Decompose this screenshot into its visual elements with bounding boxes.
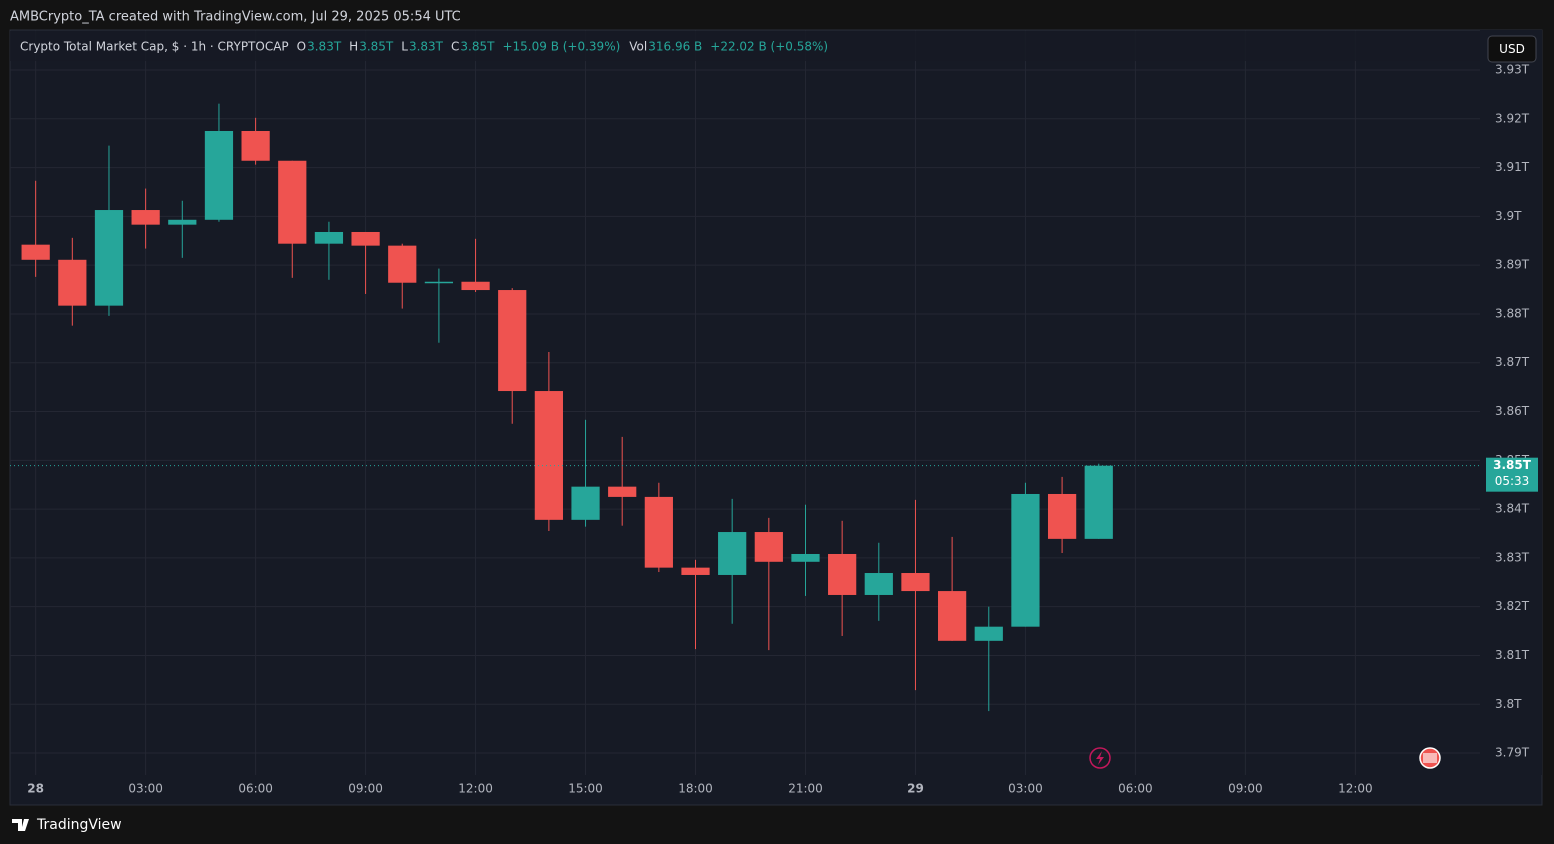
candle-body: [901, 573, 930, 592]
y-tick-label: 3.87T: [1495, 355, 1530, 369]
currency-label[interactable]: USD: [1499, 42, 1525, 56]
legend-bg: [10, 31, 1480, 61]
y-tick-label: 3.79T: [1495, 746, 1530, 760]
event-bolt: [1096, 751, 1104, 765]
legend-value: 3.83T: [307, 40, 342, 54]
candle-body: [1047, 493, 1077, 539]
candle-body: [754, 532, 783, 562]
candle-body: [1011, 493, 1040, 627]
legend-key: O: [297, 40, 306, 54]
candles: [10, 103, 1480, 712]
x-tick-label: 21:00: [788, 782, 823, 796]
legend-key: Vol: [629, 40, 647, 54]
candle-body: [571, 486, 600, 520]
countdown-label: 05:33: [1495, 474, 1530, 488]
x-tick-label: 18:00: [678, 782, 713, 796]
candle-body: [241, 130, 270, 161]
legend-change: +22.02 B (+0.58%): [710, 40, 828, 54]
y-tick-label: 3.84T: [1495, 502, 1530, 516]
price-axis: [1480, 30, 1542, 775]
candle-body: [938, 591, 967, 641]
y-tick-label: 3.93T: [1495, 63, 1530, 77]
candle-body: [131, 210, 160, 225]
grid: [10, 30, 1480, 775]
legend-value: 3.85T: [359, 40, 394, 54]
legend-value: 3.83T: [409, 40, 444, 54]
y-tick-label: 3.81T: [1495, 648, 1530, 662]
legend: Crypto Total Market Cap, $ · 1h · CRYPTO…: [20, 40, 828, 54]
x-tick-label: 06:00: [1118, 782, 1153, 796]
candle-body: [314, 231, 344, 244]
candle-body: [21, 244, 50, 260]
x-tick-label: 03:00: [128, 782, 163, 796]
x-tick-label: 15:00: [568, 782, 603, 796]
last-price-label: 3.85T: [1493, 458, 1532, 472]
candle-body: [974, 626, 1003, 641]
candle-body: [828, 553, 857, 595]
y-tick-label: 3.89T: [1495, 258, 1530, 272]
brand-logo: [12, 819, 29, 831]
last-price-box: [1486, 457, 1538, 492]
candle-body: [424, 281, 454, 284]
legend-change: +15.09 B (+0.39%): [502, 40, 620, 54]
y-tick-label: 3.86T: [1495, 404, 1530, 418]
candle-body: [718, 532, 747, 575]
y-tick-label: 3.9T: [1495, 209, 1522, 223]
flag-stripes: [1423, 753, 1437, 763]
candle-body: [278, 160, 307, 244]
brand-name: TradingView: [36, 817, 122, 833]
y-tick-label: 3.91T: [1495, 160, 1530, 174]
y-tick-label: 3.83T: [1495, 550, 1530, 564]
candle-body: [791, 553, 820, 562]
x-tick-label: 29: [907, 782, 924, 796]
event-icon[interactable]: [1089, 747, 1111, 769]
y-tick-label: 3.82T: [1495, 599, 1530, 613]
candle-body: [681, 567, 710, 575]
candle-body: [1084, 465, 1113, 539]
candle-body: [644, 496, 673, 568]
candle-body: [94, 210, 124, 306]
legend-key: H: [349, 40, 358, 54]
candle-body: [351, 231, 380, 246]
x-tick-label: 03:00: [1008, 782, 1043, 796]
x-tick-label: 09:00: [348, 782, 383, 796]
candle-body: [608, 486, 637, 497]
legend-value: 316.96 B: [648, 40, 702, 54]
candle-body: [864, 573, 893, 595]
chart-panel: [9, 29, 1543, 806]
legend-symbol: Crypto Total Market Cap, $ · 1h · CRYPTO…: [20, 40, 289, 54]
legend-key: C: [451, 40, 459, 54]
y-tick-label: 3.8T: [1495, 697, 1522, 711]
x-tick-label: 28: [27, 782, 44, 796]
y-tick-label: 3.88T: [1495, 306, 1530, 320]
x-tick-label: 12:00: [1338, 782, 1373, 796]
candle-body: [204, 130, 234, 220]
legend-value: 3.85T: [460, 40, 495, 54]
axes: 3.79T 3.8T 3.81T 3.82T 3.83T 3.84T 3.85T 3.86T 3…: [27, 63, 1538, 796]
legend-key: L: [401, 40, 408, 54]
x-tick-label: 12:00: [458, 782, 493, 796]
candle-body: [461, 281, 490, 291]
x-tick-label: 06:00: [238, 782, 273, 796]
caption: AMBCrypto_TA created with TradingView.co…: [10, 10, 461, 25]
x-tick-label: 09:00: [1228, 782, 1263, 796]
candle-body: [168, 219, 197, 225]
currency-button[interactable]: [1487, 35, 1537, 63]
candle-body: [58, 259, 87, 306]
candle-body: [388, 245, 417, 283]
candle-body: [498, 290, 527, 392]
candle-body: [534, 391, 563, 520]
y-tick-label: 3.92T: [1495, 111, 1530, 125]
